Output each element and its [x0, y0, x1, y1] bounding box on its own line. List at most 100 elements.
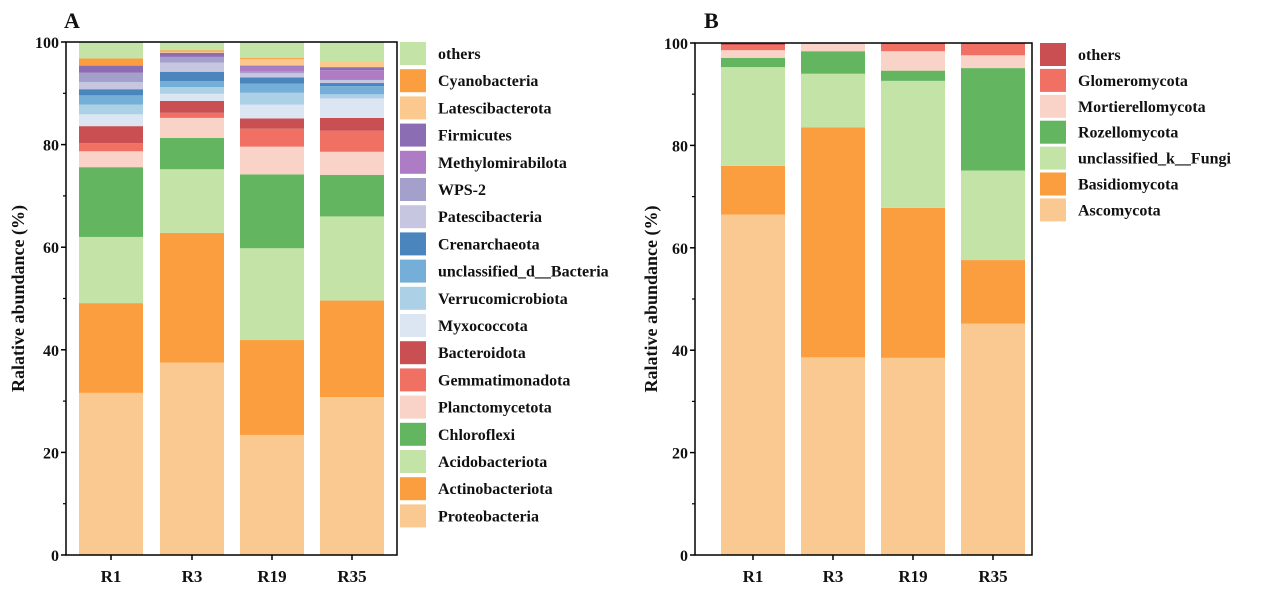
bar-segment-r19-1	[881, 207, 945, 358]
legend-label: WPS-2	[438, 182, 486, 199]
legend-swatch	[400, 69, 426, 93]
bar-segment-r35-8	[320, 94, 384, 99]
bar-segment-r19-6	[240, 118, 304, 129]
bar-segment-r1-10	[79, 89, 143, 96]
bar-segment-r19-4	[240, 146, 304, 175]
legend-swatch	[400, 286, 426, 310]
bar-segment-r3-1	[160, 232, 224, 363]
bar-segment-r19-17	[240, 42, 304, 58]
legend-swatch	[1040, 94, 1066, 118]
bar-segment-r3-4	[160, 117, 224, 138]
legend-swatch	[1040, 43, 1066, 66]
legend-label: Proteobacteria	[438, 508, 539, 525]
legend-swatch	[400, 123, 426, 147]
bar-segment-r1-2	[721, 67, 785, 166]
legend-label: Glomeromycota	[1078, 73, 1188, 90]
bar-segment-r19-10	[240, 77, 304, 84]
bar-segment-r3-3	[801, 51, 865, 74]
x-tick-label: R19	[257, 567, 286, 586]
legend-label: Methylomirabilota	[438, 155, 567, 172]
legend-swatch	[400, 205, 426, 229]
legend-swatch	[400, 42, 426, 65]
panel-b: B R1 R3 R19 R35 0 20 40 60 80 100 Ralative abundanc…	[641, 8, 1231, 586]
bar-segment-r19-8	[240, 92, 304, 105]
legend-label: Myxococcota	[438, 318, 528, 335]
bar-segment-r35-5	[961, 43, 1025, 56]
legend-label: Chloroflexi	[438, 427, 516, 444]
bar-segment-r19-13	[240, 66, 304, 72]
bar-segment-r19-3	[881, 70, 945, 81]
bar-segment-r1-4	[79, 151, 143, 168]
bar-segment-r1-5	[721, 45, 785, 51]
legend-label: others	[1078, 47, 1121, 64]
legend-label: Mortierellomycota	[1078, 99, 1206, 116]
legend-swatch	[1040, 120, 1066, 144]
bar-segment-r19-2	[881, 80, 945, 208]
bar-segment-r3-0	[801, 357, 865, 555]
y-tick-label: 100	[664, 36, 688, 53]
bar-segment-r35-14	[320, 67, 384, 71]
bar-segment-r1-1	[721, 165, 785, 215]
bar-segment-r3-5	[160, 112, 224, 118]
bar-segment-r1-16	[79, 58, 143, 66]
bar-segment-r35-9	[320, 86, 384, 95]
x-tick-label: R3	[182, 567, 203, 586]
bar-segment-r3-11	[160, 62, 224, 72]
bar-segment-r3-2	[801, 73, 865, 128]
y-tick-label: 40	[43, 343, 59, 360]
panel-label: A	[64, 8, 80, 33]
bar-segment-r35-0	[320, 396, 384, 555]
bar-segment-r3-14	[160, 52, 224, 57]
bar-segment-r1-8	[79, 104, 143, 115]
legend-label: Rozellomycota	[1078, 125, 1178, 142]
legend-swatch	[400, 450, 426, 473]
x-tick-label: R35	[978, 567, 1007, 586]
legend-swatch	[400, 504, 426, 528]
legend-swatch	[1040, 146, 1066, 170]
bar-segment-r3-0	[160, 362, 224, 555]
bar-segment-r35-4	[961, 55, 1025, 69]
bar-segment-r3-4	[801, 43, 865, 52]
x-tick-label: R19	[898, 567, 927, 586]
bar-segment-r19-9	[240, 83, 304, 93]
legend-label: Patescibacteria	[438, 209, 542, 226]
legend-label: Ascomycota	[1078, 202, 1161, 219]
bar-segment-r35-5	[320, 130, 384, 152]
x-tick-label: R3	[823, 567, 844, 586]
bar-segment-r35-1	[961, 260, 1025, 324]
bar-segment-r35-2	[320, 216, 384, 301]
bar-segment-r19-11	[240, 73, 304, 78]
legend-swatch	[400, 150, 426, 174]
bar-segment-r35-10	[320, 83, 384, 87]
bar-segment-r3-2	[160, 169, 224, 233]
bar-segment-r19-5	[881, 43, 945, 52]
bar-segment-r19-0	[881, 357, 945, 555]
legend-swatch	[400, 341, 426, 365]
bar-segment-r19-7	[240, 104, 304, 119]
bar-segment-r1-0	[79, 392, 143, 555]
y-tick-label: 80	[672, 138, 688, 155]
bar-segment-r35-0	[961, 323, 1025, 555]
legend-swatch	[400, 422, 426, 446]
legend-swatch	[1040, 68, 1066, 92]
bar-segment-r19-2	[240, 248, 304, 341]
panel-a: A R1 R3 R19 R35 0 20 40 60 80 100 Ralative abundanc…	[8, 8, 609, 586]
legend-swatch	[1040, 198, 1066, 222]
bar-segment-r3-3	[160, 137, 224, 170]
bar-segment-r1-7	[79, 114, 143, 127]
bar-segment-r1-3	[79, 167, 143, 237]
legend: others Glomeromycota Mortierellomycota Roze…	[1040, 43, 1231, 222]
bar-segment-r35-2	[961, 170, 1025, 261]
y-tick-label: 100	[35, 35, 59, 52]
x-tick-label: R1	[743, 567, 764, 586]
bar-segment-r1-11	[79, 82, 143, 90]
bar-segment-r19-16	[240, 57, 304, 59]
bar-segment-r3-13	[160, 56, 224, 58]
legend-swatch	[400, 477, 426, 501]
bar-segment-r3-8	[160, 87, 224, 94]
legend-label: Actinobacteriota	[438, 481, 553, 498]
bar-segment-r1-5	[79, 143, 143, 152]
y-tick-label: 80	[43, 138, 59, 155]
bar-segment-r1-9	[79, 95, 143, 105]
